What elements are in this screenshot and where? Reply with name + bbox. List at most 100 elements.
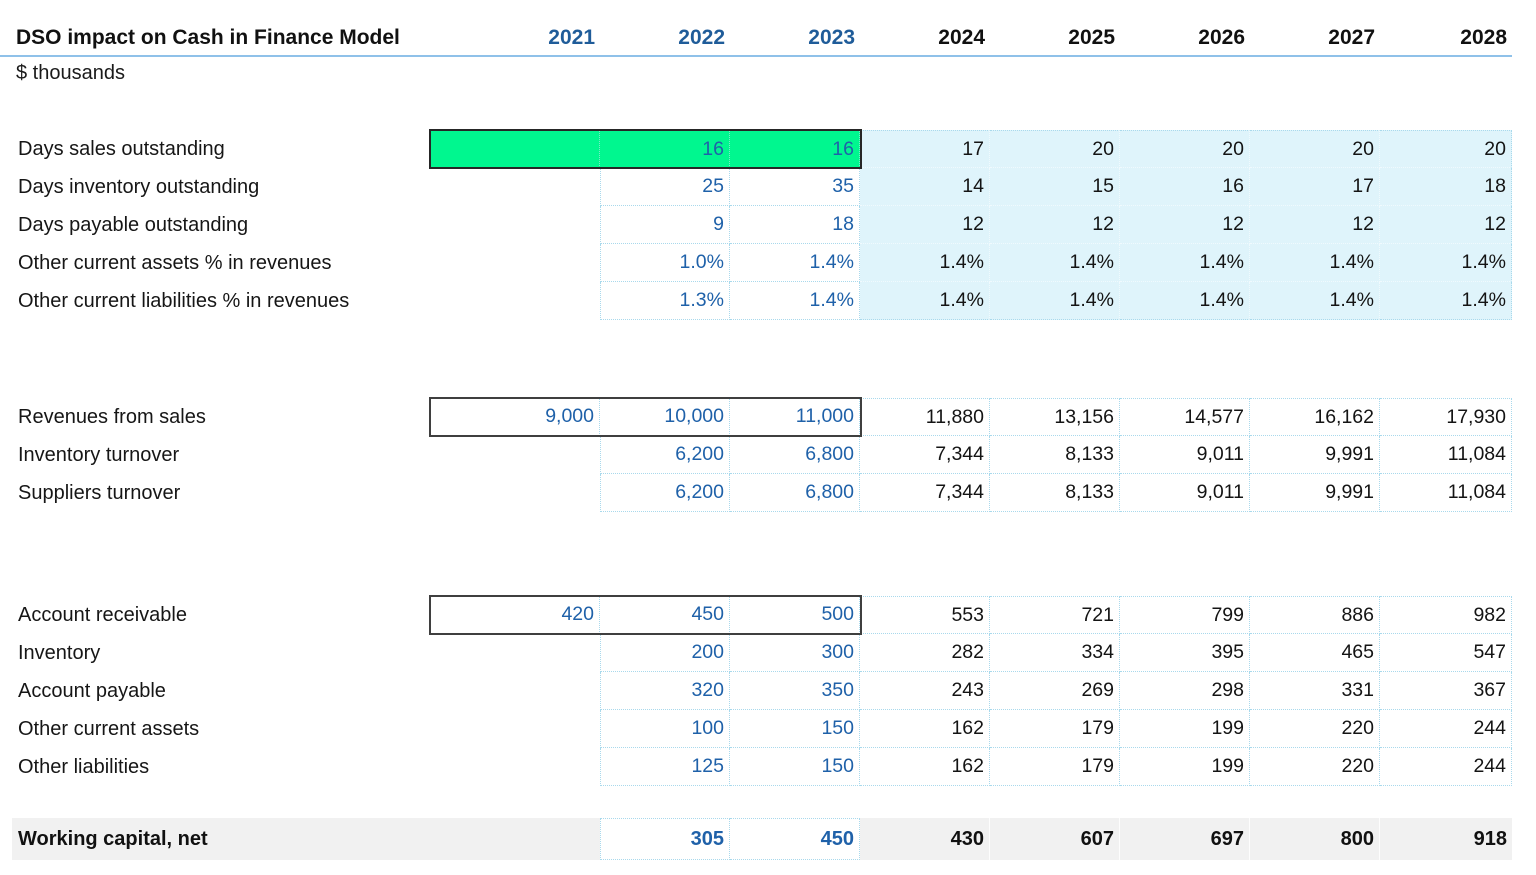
- cell[interactable]: 1.4%: [1120, 244, 1250, 282]
- cell[interactable]: 334: [990, 634, 1120, 672]
- dso-highlight-cell[interactable]: [430, 130, 600, 168]
- cell[interactable]: 300: [730, 634, 860, 672]
- cell[interactable]: 982: [1380, 596, 1512, 634]
- cell[interactable]: 9,991: [1250, 474, 1380, 512]
- row-label-other-current-assets[interactable]: Other current assets: [18, 717, 200, 740]
- row-label-revenues-from-sales[interactable]: Revenues from sales: [18, 405, 206, 428]
- cell[interactable]: 9: [600, 206, 730, 244]
- cell[interactable]: 9,000: [430, 398, 600, 436]
- cell[interactable]: 799: [1120, 596, 1250, 634]
- cell[interactable]: 20: [1380, 130, 1512, 168]
- cell-empty[interactable]: [430, 168, 600, 206]
- cell[interactable]: 298: [1120, 672, 1250, 710]
- cell[interactable]: 450: [600, 596, 730, 634]
- year-header-2022[interactable]: 2022: [678, 25, 725, 49]
- cell[interactable]: 20: [990, 130, 1120, 168]
- cell[interactable]: 244: [1380, 748, 1512, 786]
- cell[interactable]: 800: [1250, 818, 1380, 860]
- cell[interactable]: 282: [860, 634, 990, 672]
- cell[interactable]: 6,800: [730, 436, 860, 474]
- page-title[interactable]: DSO impact on Cash in Finance Model: [16, 25, 400, 49]
- row-label-other-current-assets-pct[interactable]: Other current assets % in revenues: [18, 251, 332, 274]
- cell-empty[interactable]: [430, 244, 600, 282]
- cell[interactable]: 7,344: [860, 436, 990, 474]
- cell-empty[interactable]: [430, 634, 600, 672]
- cell[interactable]: 8,133: [990, 436, 1120, 474]
- cell-empty[interactable]: [430, 282, 600, 320]
- cell[interactable]: 607: [990, 818, 1120, 860]
- cell[interactable]: 14,577: [1120, 398, 1250, 436]
- cell[interactable]: 11,084: [1380, 474, 1512, 512]
- cell[interactable]: 25: [600, 168, 730, 206]
- cell[interactable]: 162: [860, 748, 990, 786]
- cell[interactable]: 450: [730, 818, 860, 860]
- cell[interactable]: 1.4%: [990, 244, 1120, 282]
- cell[interactable]: 12: [990, 206, 1120, 244]
- cell[interactable]: 12: [1250, 206, 1380, 244]
- cell[interactable]: 395: [1120, 634, 1250, 672]
- cell[interactable]: 12: [860, 206, 990, 244]
- cell[interactable]: 18: [730, 206, 860, 244]
- cell[interactable]: 918: [1380, 818, 1512, 860]
- cell[interactable]: 244: [1380, 710, 1512, 748]
- cell[interactable]: 150: [730, 748, 860, 786]
- cell[interactable]: 20: [1250, 130, 1380, 168]
- cell[interactable]: 20: [1120, 130, 1250, 168]
- cell-empty[interactable]: [430, 436, 600, 474]
- cell[interactable]: 320: [600, 672, 730, 710]
- cell[interactable]: 220: [1250, 748, 1380, 786]
- row-label-other-liabilities[interactable]: Other liabilities: [18, 755, 150, 778]
- cell[interactable]: 1.4%: [1250, 244, 1380, 282]
- cell[interactable]: 243: [860, 672, 990, 710]
- cell[interactable]: 1.4%: [730, 244, 860, 282]
- row-label-inventory-turnover[interactable]: Inventory turnover: [18, 443, 180, 466]
- row-label-days-payable-outstanding[interactable]: Days payable outstanding: [18, 213, 249, 236]
- cell[interactable]: 1.4%: [1380, 244, 1512, 282]
- cell[interactable]: 100: [600, 710, 730, 748]
- cell[interactable]: 721: [990, 596, 1120, 634]
- cell[interactable]: 547: [1380, 634, 1512, 672]
- row-label-account-receivable[interactable]: Account receivable: [18, 603, 187, 626]
- year-header-2027[interactable]: 2027: [1328, 25, 1375, 49]
- cell[interactable]: 199: [1120, 710, 1250, 748]
- cell[interactable]: 9,011: [1120, 436, 1250, 474]
- cell-empty[interactable]: [430, 474, 600, 512]
- cell[interactable]: 14: [860, 168, 990, 206]
- cell[interactable]: 17: [1250, 168, 1380, 206]
- cell[interactable]: 199: [1120, 748, 1250, 786]
- row-label-suppliers-turnover[interactable]: Suppliers turnover: [18, 481, 181, 504]
- row-label-other-current-liabilities-pct[interactable]: Other current liabilities % in revenues: [18, 289, 350, 312]
- year-header-2026[interactable]: 2026: [1198, 25, 1245, 49]
- cell[interactable]: 420: [430, 596, 600, 634]
- cell[interactable]: 16: [1120, 168, 1250, 206]
- cell[interactable]: 18: [1380, 168, 1512, 206]
- cell[interactable]: 35: [730, 168, 860, 206]
- cell[interactable]: 7,344: [860, 474, 990, 512]
- cell[interactable]: 350: [730, 672, 860, 710]
- cell[interactable]: 16,162: [1250, 398, 1380, 436]
- cell[interactable]: 179: [990, 710, 1120, 748]
- year-header-2023[interactable]: 2023: [808, 25, 855, 49]
- cell[interactable]: 697: [1120, 818, 1250, 860]
- cell[interactable]: 6,800: [730, 474, 860, 512]
- cell[interactable]: 6,200: [600, 474, 730, 512]
- cell[interactable]: 331: [1250, 672, 1380, 710]
- cell[interactable]: 269: [990, 672, 1120, 710]
- cell[interactable]: 553: [860, 596, 990, 634]
- cell[interactable]: 430: [860, 818, 990, 860]
- cell[interactable]: 220: [1250, 710, 1380, 748]
- cell[interactable]: 1.0%: [600, 244, 730, 282]
- cell[interactable]: 11,000: [730, 398, 860, 436]
- year-header-2028[interactable]: 2028: [1460, 25, 1507, 49]
- cell[interactable]: 9,011: [1120, 474, 1250, 512]
- cell[interactable]: 8,133: [990, 474, 1120, 512]
- cell[interactable]: 500: [730, 596, 860, 634]
- cell[interactable]: 1.4%: [730, 282, 860, 320]
- cell[interactable]: 179: [990, 748, 1120, 786]
- cell[interactable]: 162: [860, 710, 990, 748]
- cell[interactable]: 1.4%: [860, 282, 990, 320]
- cell[interactable]: 367: [1380, 672, 1512, 710]
- cell[interactable]: 15: [990, 168, 1120, 206]
- cell[interactable]: 16: [600, 130, 730, 168]
- cell[interactable]: 1.4%: [1380, 282, 1512, 320]
